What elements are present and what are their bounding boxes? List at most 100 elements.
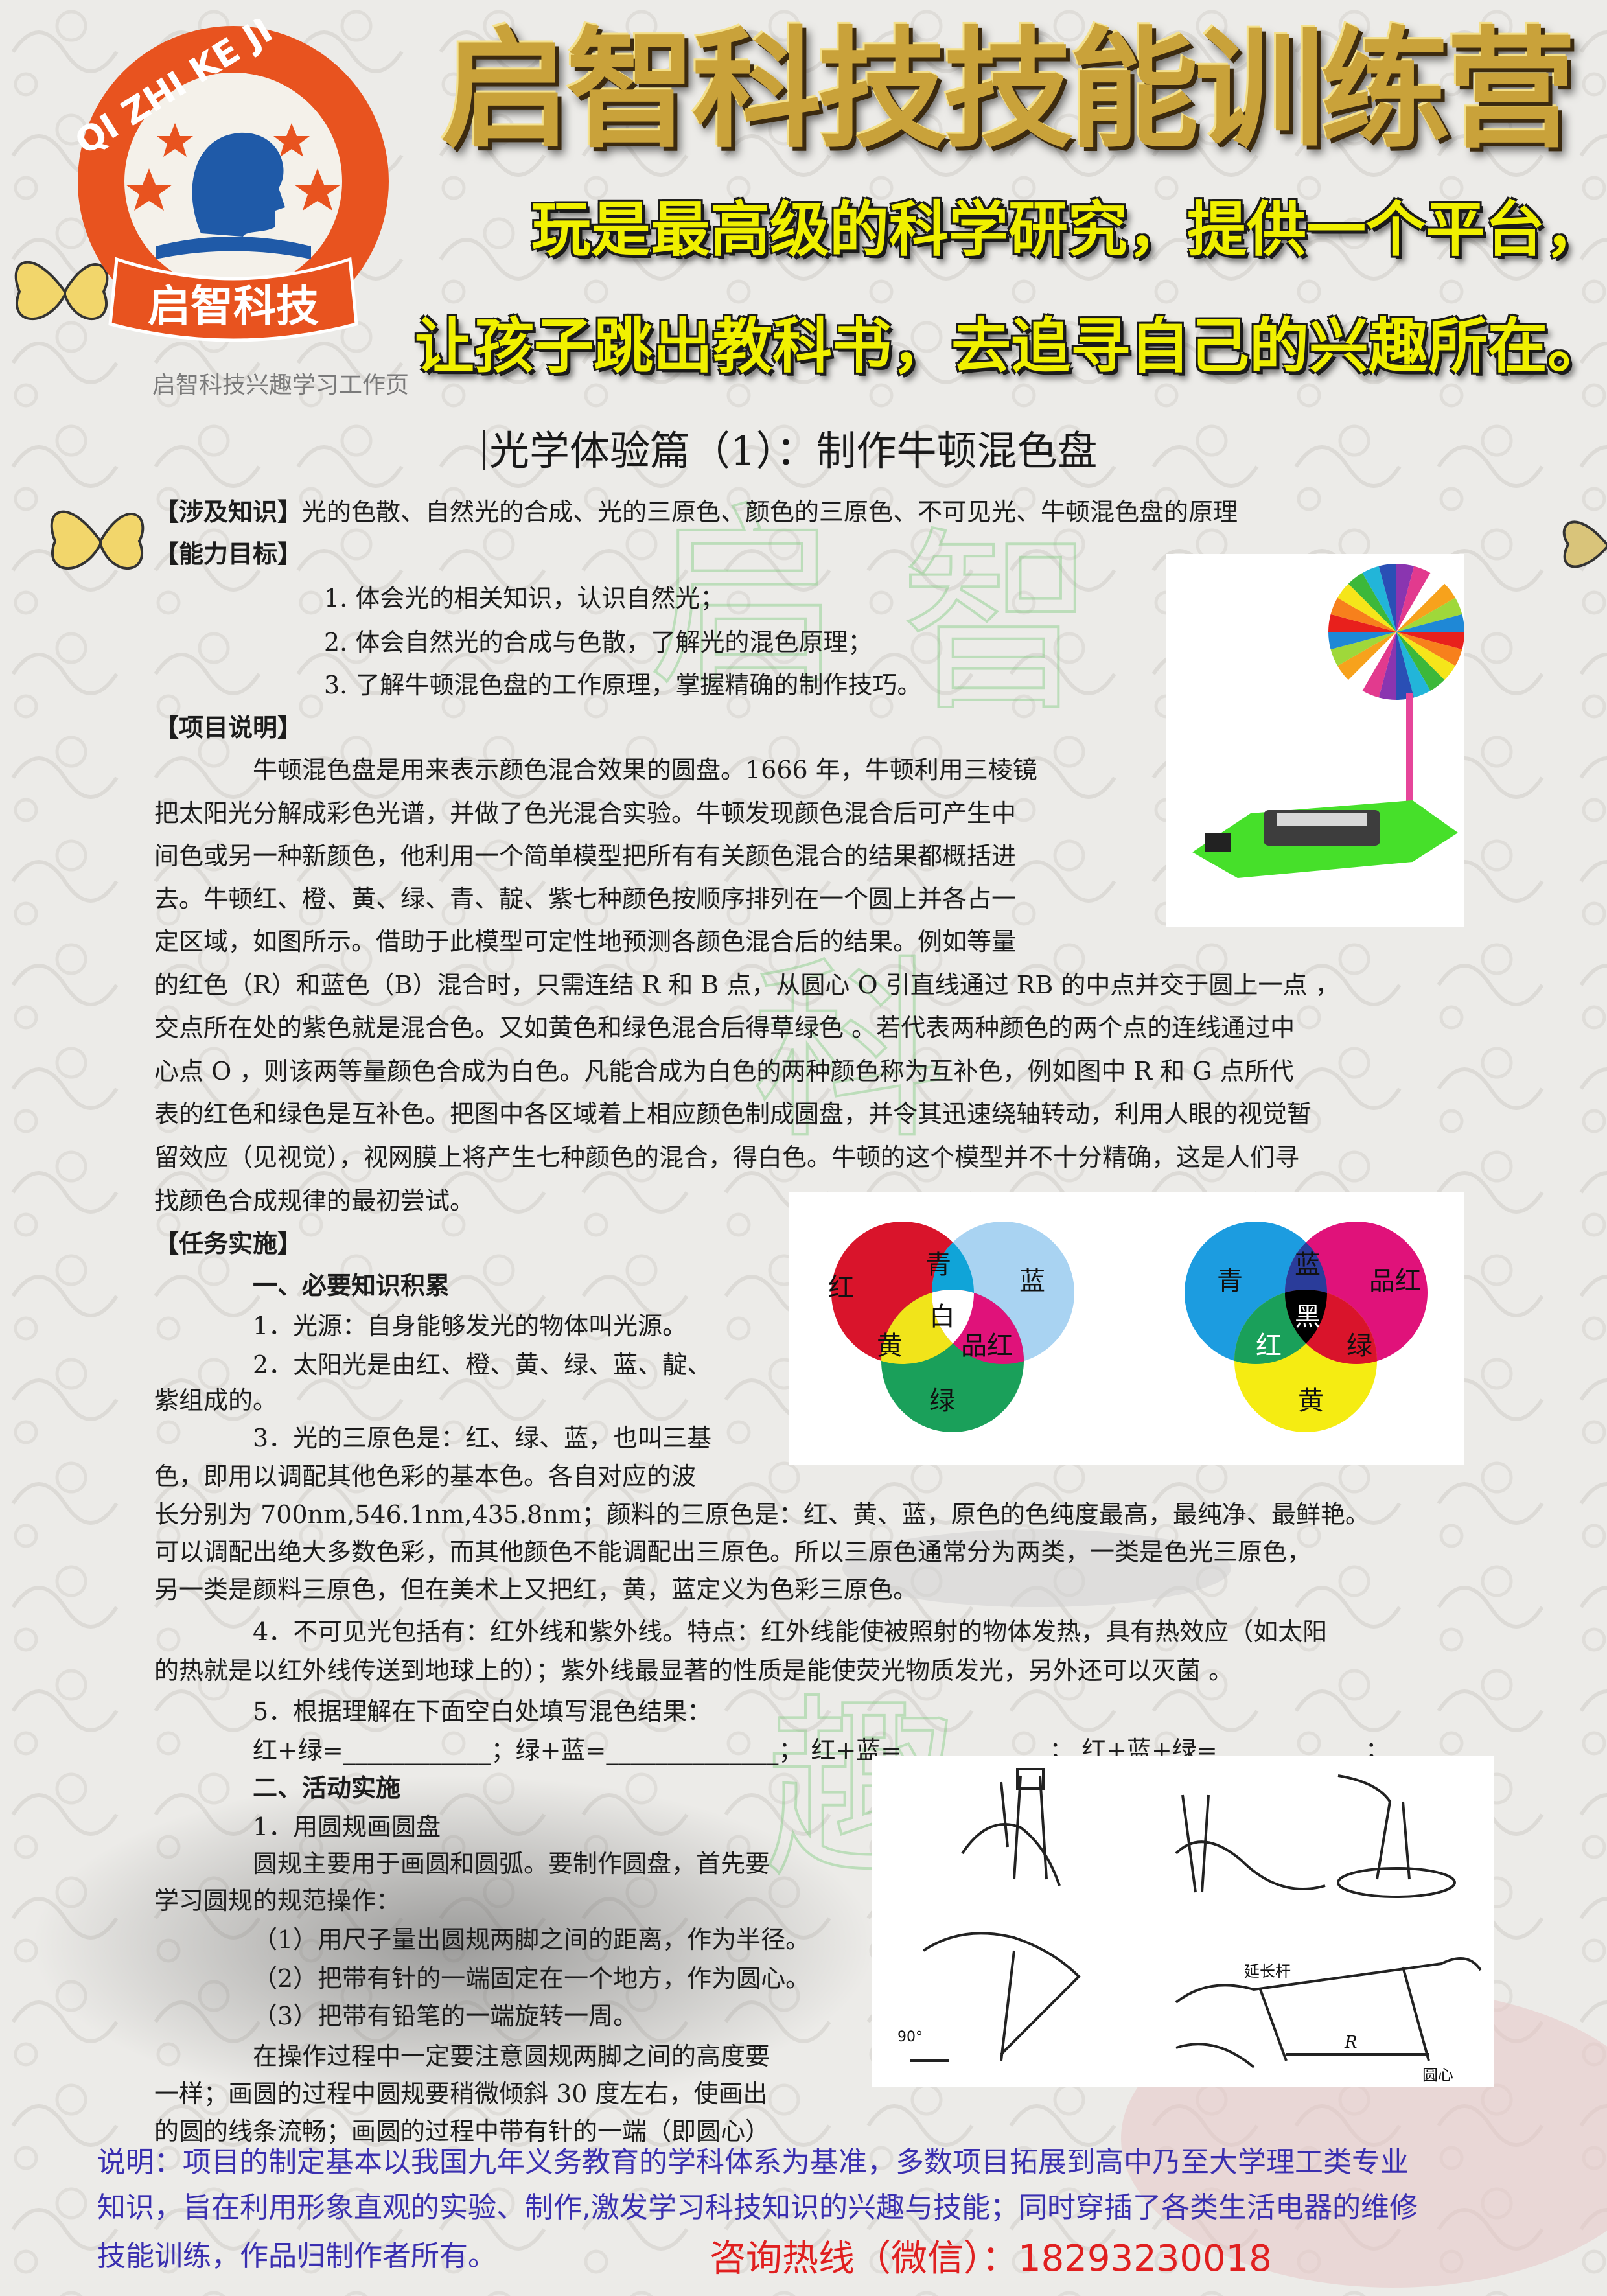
- color-wheel-segment: [1396, 597, 1462, 632]
- desc-line: 间色或另一种新颜色，他利用一个简单模型把所有有关颜色混合的结果都概括进: [154, 842, 1017, 870]
- desc-line: 留效应（见视觉），视网膜上将产生七种颜色的混合，得白色。牛顿的这个模型并不十分精…: [154, 1143, 1300, 1172]
- color-wheel-segment: [1378, 632, 1396, 700]
- know-line: 1．光源：自身能够发光的物体叫光源。: [253, 1312, 688, 1340]
- act-line: （3）把带有铅笔的一端旋转一周。: [253, 2002, 638, 2030]
- desc-line: 心点 O ，则该两等量颜色合成为白色。凡能合成为白色的两种颜色称为互补色，例如图…: [154, 1057, 1294, 1085]
- act-line: 一样；画圆的过程中圆规要稍微倾斜 30 度左右，使画出: [154, 2080, 768, 2108]
- footer-note-line-2: 知识，旨在利用形象直观的实验、制作,激发学习科技知识的兴趣与技能；同时穿插了各类…: [97, 2191, 1418, 2224]
- know-line: 5．根据理解在下面空白处填写混色结果：: [253, 1697, 712, 1726]
- desc-line: 牛顿混色盘是用来表示颜色混合效果的圆盘。1666 年，牛顿利用三棱镜: [253, 756, 1037, 784]
- act-line: 圆规主要用于画圆和圆弧。要制作圆盘，首先要: [253, 1850, 770, 1878]
- subsection-knowledge: 一、必要知识积累: [253, 1271, 450, 1300]
- logo-banner-text: 启智科技: [148, 281, 319, 331]
- venn-light-white-label: 白: [929, 1302, 955, 1332]
- knowledge-label: 【涉及知识】: [154, 497, 303, 526]
- color-wheel-segment: [1396, 583, 1455, 632]
- color-wheel-segment: [1348, 573, 1396, 632]
- color-wheel-segment: [1396, 573, 1445, 632]
- goals-label: 【能力目标】: [154, 539, 303, 568]
- know-line: 可以调配出绝大多数色彩，而其他颜色不能调配出三原色。所以三原色通常分为两类，一类…: [154, 1538, 1312, 1566]
- know-line: 的热就是以红外线传送到地球上的）；紫外线最显著的性质是能使荧光物质发光，另外还可…: [154, 1656, 1234, 1685]
- desc-line: 找颜色合成规律的最初尝试。: [154, 1187, 475, 1215]
- venn-light-magenta-label: 品红: [961, 1331, 1013, 1361]
- act-line: 学习圆规的规范操作：: [154, 1886, 401, 1915]
- color-wheel-segment: [1337, 632, 1396, 680]
- color-wheel-segment: [1330, 597, 1396, 632]
- desc-line: 去。牛顿红、橙、黄、绿、青、靛、紫七种颜色按顺序排列在一个圆上并各占一: [154, 885, 1017, 913]
- color-wheel-segment: [1396, 566, 1431, 632]
- know-line: 紫组成的。: [154, 1386, 278, 1415]
- extension-rod-label: 延长杆: [1244, 1962, 1291, 1980]
- color-wheel-segment: [1396, 632, 1455, 680]
- know-line: 4．不可见光包括有：红外线和紫外线。特点：红外线能使被照射的物体发热，具有热效应…: [253, 1618, 1328, 1646]
- footer-note-line-3: 技能训练，作品归制作者所有。: [97, 2240, 496, 2273]
- document-title-text: 光学体验篇（1）：制作牛顿混色盘: [489, 427, 1098, 474]
- color-wheel-segment: [1337, 583, 1396, 632]
- company-logo: QI ZHI KE JI 启智科技: [68, 19, 389, 342]
- act-line: 1．用圆规画圆盘: [253, 1813, 441, 1841]
- venn-light-red-label: 红: [828, 1273, 854, 1303]
- know-line: 3．光的三原色是：红、绿、蓝，也叫三基: [253, 1424, 712, 1452]
- watermark-char: 启: [647, 484, 844, 713]
- color-wheel-segment: [1362, 566, 1396, 632]
- venn-pigment-black-label: 黑: [1295, 1302, 1321, 1332]
- venn-pigment-red-label: 红: [1256, 1331, 1282, 1361]
- venn-pigment-cyan-label: 青: [1217, 1266, 1243, 1296]
- watermark-char: 科: [750, 938, 947, 1166]
- desc-line: 把太阳光分解成彩色光谱，并做了色光混合实验。牛顿发现颜色混合后可产生中: [154, 799, 1017, 828]
- venn-pigment-green-label: 绿: [1347, 1331, 1372, 1361]
- goal-item: 3. 了解牛顿混色盘的工作原理，掌握精确的制作技巧。: [324, 671, 922, 699]
- venn-pigment-yellow-label: 黄: [1298, 1386, 1324, 1416]
- color-wheel-segment: [1396, 564, 1415, 632]
- act-line: （2）把带有针的一端固定在一个地方，作为圆心。: [253, 1964, 811, 1993]
- venn-light-blue-label: 蓝: [1019, 1266, 1045, 1296]
- color-wheel-segment: [1330, 632, 1396, 666]
- venn-diagrams: 红 青 蓝 白 黄 品红 绿 青 蓝 品红 黑 红 绿 黄: [789, 1192, 1464, 1465]
- color-wheel-segment: [1328, 614, 1396, 632]
- knowledge-text: 光的色散、自然光的合成、光的三原色、颜色的三原色、不可见光、牛顿混色盘的原理: [302, 498, 1238, 526]
- color-wheel-segment: [1396, 632, 1415, 700]
- text-caret: [483, 430, 485, 470]
- goal-item: 2. 体会自然光的合成与色散，了解光的混色原理；: [324, 628, 873, 656]
- color-wheel-segment: [1396, 632, 1445, 691]
- compass-illustration: 延长杆 R 圆心 90°: [872, 1756, 1494, 2087]
- know-line: 2．太阳光是由红、橙、黄、绿、蓝、靛、: [253, 1351, 712, 1379]
- venn-pigment-blue-label: 蓝: [1295, 1250, 1321, 1280]
- center-label: 圆心: [1422, 2066, 1453, 2084]
- act-line: 的圆的线条流畅；画圆的过程中带有针的一端（即圆心）: [154, 2117, 770, 2146]
- desc-line: 交点所在处的紫色就是混合色。又如黄色和绿色混合后得草绿色 。若代表两种颜色的两个…: [154, 1014, 1295, 1042]
- butterfly-icon: [14, 261, 109, 320]
- venn-light-green-label: 绿: [929, 1386, 955, 1416]
- color-wheel-segment: [1396, 632, 1431, 698]
- desc-line: 表的红色和绿色是互补色。把图中各区域着上相应颜色制成圆盘，并令其迅速绕轴转动，利…: [154, 1100, 1312, 1128]
- document-title: 光学体验篇（1）：制作牛顿混色盘: [483, 418, 1097, 476]
- color-wheel-segment: [1348, 632, 1396, 691]
- sub-caption: 启智科技兴趣学习工作页: [152, 372, 410, 399]
- color-wheel-segment: [1396, 632, 1464, 650]
- color-wheel-segment: [1362, 632, 1396, 698]
- know-line: 长分别为 700nm,546.1nm,435.8nm；颜料的三原色是：红、黄、蓝…: [154, 1500, 1370, 1529]
- venn-pigment-magenta-label: 品红: [1369, 1266, 1421, 1296]
- color-wheel-photo: [1166, 554, 1464, 927]
- knowledge-row: 【涉及知识】光的色散、自然光的合成、光的三原色、颜色的三原色、不可见光、牛顿混色…: [154, 491, 1238, 533]
- color-wheel-segment: [1396, 632, 1462, 666]
- butterfly-icon: [1562, 520, 1607, 568]
- goal-item: 1. 体会光的相关知识，认识自然光；: [324, 584, 725, 612]
- desc-label: 【项目说明】: [154, 713, 303, 742]
- color-wheel-segment: [1378, 564, 1396, 632]
- act-line: 在操作过程中一定要注意圆规两脚之间的高度要: [253, 2042, 770, 2070]
- task-label: 【任务实施】: [154, 1229, 303, 1258]
- know-line: 色，即用以调配其他色彩的基本色。各自对应的波: [154, 1462, 697, 1490]
- slogan-line-1: 玩是最高级的科学研究，提供一个平台，: [531, 195, 1605, 264]
- watermark-char: 智: [899, 510, 1096, 739]
- slogan-line-2: 让孩子跳出教科书，去追寻自己的兴趣所在。: [415, 312, 1607, 381]
- act-line: （1）用尺子量出圆规两脚之间的距离，作为半径。: [253, 1925, 811, 1954]
- color-wheel-segment: [1328, 632, 1396, 650]
- angle-label: 90°: [897, 2029, 923, 2045]
- butterfly-icon: [50, 510, 145, 570]
- venn-light-cyan-label: 青: [925, 1250, 951, 1280]
- venn-light-yellow-label: 黄: [877, 1331, 903, 1361]
- radius-label: R: [1344, 2033, 1358, 2052]
- subsection-activity: 二、活动实施: [253, 1773, 401, 1802]
- desc-line: 定区域，如图所示。借助于此模型可定性地预测各颜色混合后的结果。例如等量: [154, 927, 1017, 956]
